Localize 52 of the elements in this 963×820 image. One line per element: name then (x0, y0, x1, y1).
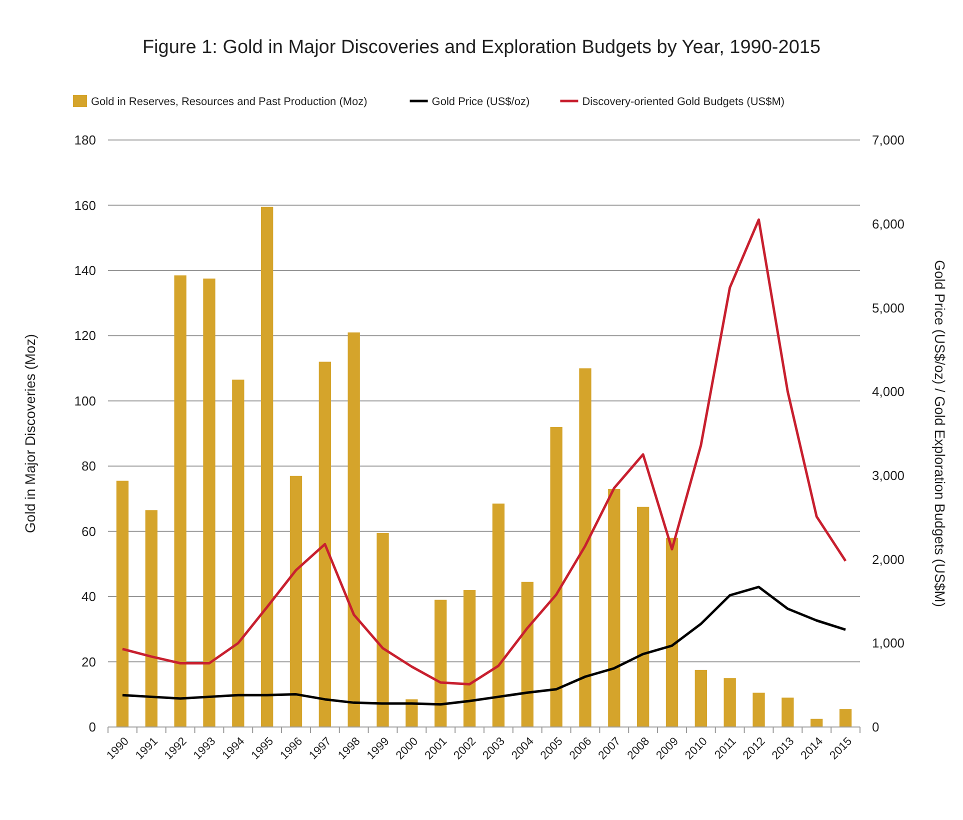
bar (608, 488, 620, 727)
bar (376, 532, 389, 727)
bar (290, 476, 302, 727)
bar (782, 698, 794, 727)
bar (116, 480, 129, 727)
y-tick-label: 180 (74, 132, 96, 148)
y2-tick-label: 5,000 (872, 300, 905, 316)
bar (463, 590, 476, 727)
y-tick-label: 60 (82, 524, 96, 539)
bar (666, 538, 678, 727)
bar (752, 692, 765, 727)
y2-tick-label: 0 (872, 720, 880, 735)
y-tick-label: 80 (82, 458, 96, 474)
bar (810, 718, 823, 727)
bar (261, 206, 274, 727)
y2-tick-label: 2,000 (872, 552, 905, 567)
y2-tick-label: 1,000 (872, 636, 905, 651)
bar (203, 278, 216, 727)
legend-label: Gold Price (US$/oz) (432, 96, 530, 108)
y-tick-label: 0 (88, 720, 96, 735)
y2-tick-label: 3,000 (872, 468, 905, 483)
y-tick-label: 100 (74, 393, 96, 408)
bar (579, 368, 592, 727)
line-series (121, 586, 847, 706)
y-tick-label: 160 (74, 198, 96, 213)
bar (348, 332, 360, 727)
y2-tick-label: 7,000 (872, 132, 905, 148)
bar (145, 510, 158, 727)
bar (492, 504, 505, 727)
bar (318, 362, 331, 727)
y2-tick-label: 4,000 (872, 384, 905, 400)
bar (232, 380, 244, 727)
bar (637, 506, 650, 727)
bar (839, 709, 852, 727)
bar (694, 670, 707, 727)
y2-axis-title: Gold Price (US$/oz) / Gold Exploration Budgets (US$M) (932, 260, 948, 608)
bar (550, 426, 562, 727)
y-tick-label: 40 (82, 589, 96, 604)
bar (406, 699, 418, 727)
chart-title: Figure 1: Gold in Major Discoveries and Exploration Budgets by Year, 1990-2015 (142, 37, 821, 58)
y-tick-label: 20 (82, 654, 96, 670)
y2-tick-label: 6,000 (872, 216, 905, 232)
y-tick-label: 140 (74, 262, 96, 278)
legend-label: Gold in Reserves, Resources and Past Production (Moz) (91, 96, 368, 108)
bar (434, 600, 447, 727)
legend-label: Discovery-oriented Gold Budgets (US$M) (582, 96, 785, 108)
bar (174, 275, 186, 727)
line-series (121, 218, 847, 686)
y-axis-title: Gold in Major Discoveries (Moz) (22, 334, 38, 534)
bar (521, 582, 534, 727)
bar (724, 678, 736, 727)
y-tick-label: 120 (74, 328, 96, 344)
